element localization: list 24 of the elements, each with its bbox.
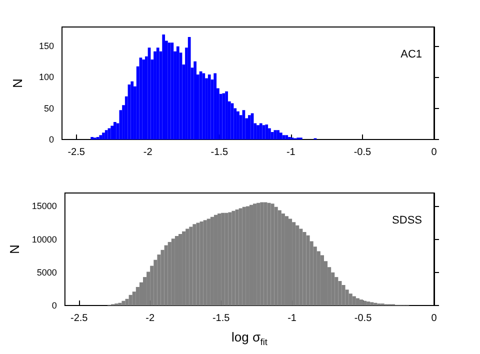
x-tick-label: -1 [288, 313, 297, 324]
x-tick-label: -0.5 [354, 147, 372, 158]
x-tick-label: 0 [431, 313, 438, 324]
y-tick-label: 0 [48, 134, 54, 144]
y-tick-label: 100 [38, 72, 54, 82]
y-tick-label: 10000 [32, 234, 57, 244]
y-tick-label: 150 [38, 40, 54, 51]
x-tick-label: -2.5 [68, 147, 86, 158]
x-tick-label: -0.5 [354, 313, 372, 324]
x-tick-label: 0 [431, 147, 438, 158]
annotation: AC1 [400, 48, 422, 60]
x-tick-label: -1.5 [210, 147, 228, 158]
x-tick-label: -2 [146, 313, 155, 324]
x-tick-label: -1.5 [212, 313, 230, 324]
y-tick-label: 50 [44, 103, 54, 114]
y-axis-title: N [10, 78, 25, 88]
x-tick-label: -2 [143, 147, 153, 158]
y-tick-label: 5000 [36, 267, 57, 278]
y-tick-label: 0 [52, 300, 57, 310]
y-axis-title: N [7, 244, 22, 254]
x-tick-label: -2.5 [70, 313, 88, 324]
annotation: SDSS [392, 214, 422, 226]
x-tick-label: -1 [286, 147, 296, 158]
y-tick-label: 15000 [32, 201, 57, 212]
